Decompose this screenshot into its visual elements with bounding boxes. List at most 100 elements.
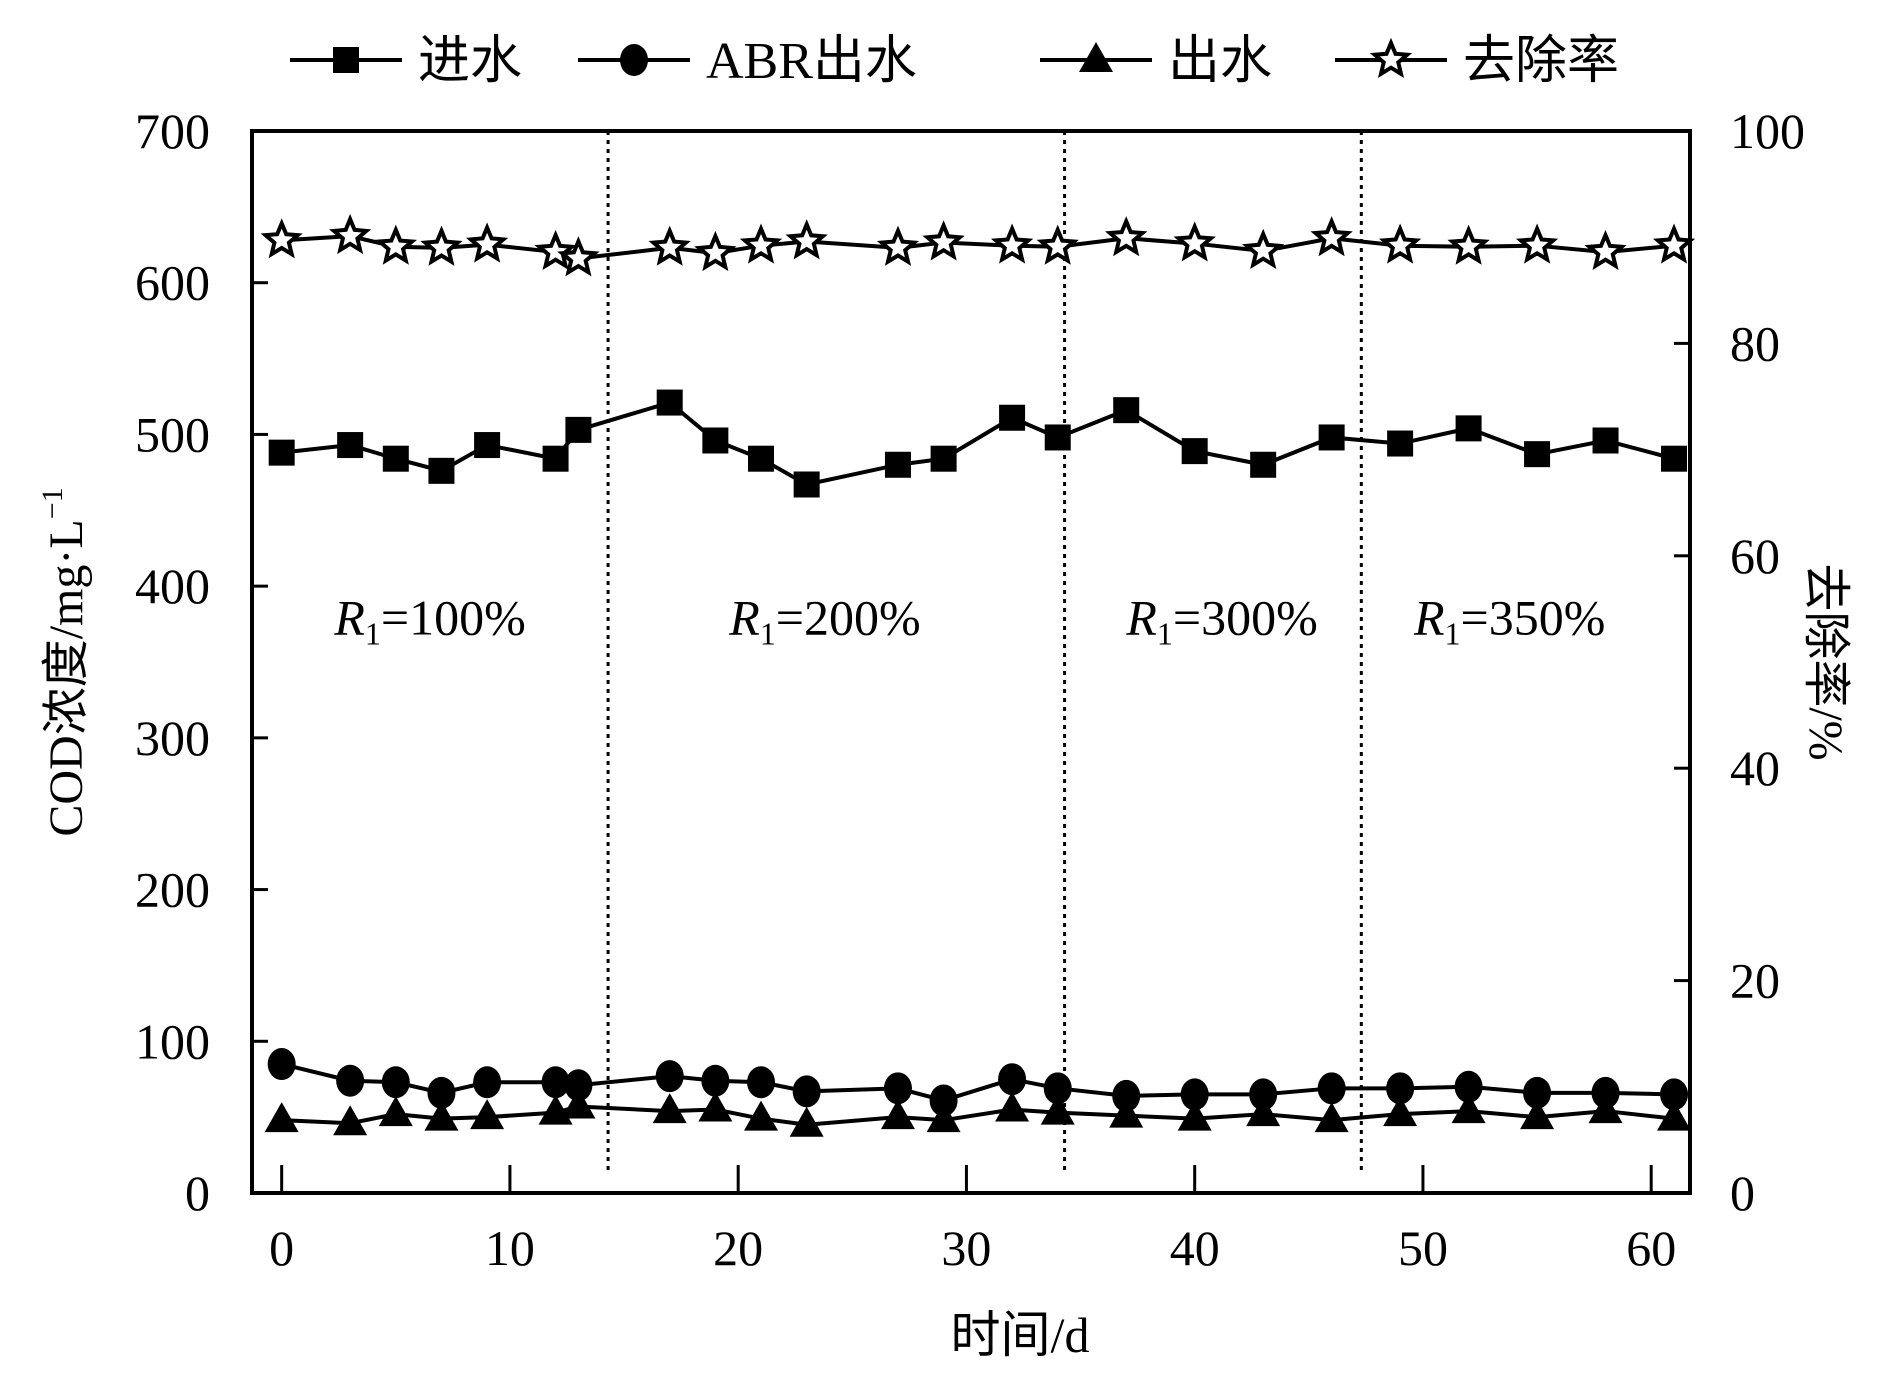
annotations: R1=100% R1=200% R1=300% R1=350% — [333, 589, 1605, 651]
data-point-star — [260, 218, 303, 259]
y-tick-label: 600 — [135, 255, 210, 311]
plot-frame — [250, 129, 1692, 1195]
phase-label-sub: 1 — [1445, 615, 1461, 651]
phase-label-sub: 1 — [760, 615, 776, 651]
data-point-square — [793, 471, 820, 498]
data-point-triangle — [1109, 1097, 1144, 1128]
x-tick-label: 60 — [1626, 1220, 1676, 1276]
data-point-star — [465, 222, 509, 263]
phase-label: R1=200% — [728, 589, 920, 651]
data-point-circle — [1523, 1076, 1552, 1109]
data-point-star — [876, 225, 920, 266]
data-point-square — [1113, 397, 1140, 424]
data-point-triangle — [1657, 1100, 1692, 1131]
legend-item-triangle: 出水 — [1040, 33, 1272, 90]
y-tick-label: 400 — [135, 558, 210, 614]
legend-label: 进水 — [418, 33, 522, 90]
data-point-star — [374, 224, 417, 265]
data-point-circle — [336, 1064, 365, 1097]
data-point-circle — [564, 1069, 593, 1102]
y2-axis-label: 去除率/% — [1799, 563, 1852, 760]
x-tick-label: 50 — [1398, 1220, 1448, 1276]
data-point-circle — [427, 1076, 456, 1109]
legend-item-circle: ABR出水 — [578, 33, 917, 90]
data-point-circle — [883, 1072, 912, 1105]
data-point-triangle — [652, 1093, 687, 1124]
data-point-square — [337, 432, 364, 459]
data-point-star — [1310, 216, 1353, 257]
y2-tick-label: 100 — [1730, 103, 1805, 159]
x-tick-label: 40 — [1170, 1220, 1220, 1276]
data-point-square — [1592, 427, 1619, 454]
phase-label: R1=350% — [1413, 589, 1605, 651]
legend-marker-circle — [620, 44, 648, 76]
data-point-star — [990, 223, 1034, 264]
data-point-star — [1584, 229, 1627, 271]
data-point-triangle — [333, 1105, 368, 1136]
data-point-triangle — [1451, 1093, 1486, 1124]
data-point-circle — [1249, 1078, 1278, 1111]
data-point-circle — [1317, 1072, 1346, 1105]
series-group — [260, 213, 1696, 1137]
data-point-circle — [1591, 1076, 1620, 1109]
y-tick-label: 200 — [135, 862, 210, 918]
data-point-circle — [998, 1063, 1027, 1096]
data-point-square — [999, 404, 1026, 431]
x-tick-label: 10 — [485, 1220, 535, 1276]
data-point-triangle — [264, 1102, 299, 1133]
x-tick-label: 0 — [269, 1220, 294, 1276]
data-point-square — [382, 445, 409, 472]
legend-item-star: 去除率 — [1335, 33, 1619, 90]
legend-marker-star — [1369, 37, 1413, 79]
data-point-star — [694, 230, 737, 272]
data-point-circle — [473, 1066, 502, 1099]
data-point-star — [785, 219, 828, 260]
data-point-triangle — [880, 1099, 915, 1130]
data-point-triangle — [789, 1106, 824, 1137]
x-tick-label: 30 — [941, 1220, 991, 1276]
phase-boundaries — [606, 131, 1363, 1173]
data-point-square — [930, 445, 957, 472]
data-point-star — [1173, 221, 1216, 262]
data-point-square — [884, 451, 911, 478]
data-point-star — [557, 236, 600, 277]
y2-tick-label: 80 — [1730, 315, 1780, 371]
y2-tick-label: 20 — [1730, 953, 1780, 1009]
data-point-circle — [655, 1060, 684, 1093]
phase-label-value: =100% — [381, 589, 526, 645]
y-tick-label: 500 — [135, 406, 210, 462]
data-point-square — [1661, 445, 1688, 472]
data-point-triangle — [698, 1091, 733, 1122]
y2-tick-label: 40 — [1730, 740, 1780, 796]
series-square — [268, 389, 1688, 498]
data-point-circle — [1660, 1078, 1689, 1111]
legend-label: 去除率 — [1463, 33, 1619, 90]
data-point-triangle — [1588, 1093, 1623, 1124]
y-axis-label-exponent: −1 — [36, 487, 69, 519]
data-point-square — [702, 427, 729, 454]
data-point-circle — [1180, 1078, 1209, 1111]
data-point-triangle — [470, 1099, 505, 1130]
phase-label-sub: 1 — [1157, 615, 1173, 651]
series-star — [260, 213, 1696, 277]
data-point-circle — [1043, 1072, 1072, 1105]
data-point-circle — [747, 1066, 776, 1099]
data-point-triangle — [995, 1091, 1030, 1122]
data-point-circle — [929, 1084, 958, 1117]
legend-label: ABR出水 — [706, 33, 917, 90]
phase-label-var: R — [1413, 589, 1445, 645]
data-point-triangle — [1383, 1096, 1418, 1127]
data-point-circle — [381, 1066, 410, 1099]
legend-marker-triangle — [1079, 42, 1113, 72]
y-axis-label-main: COD浓度/mg·L — [40, 519, 93, 836]
data-point-square — [748, 445, 775, 472]
x-tick-label: 20 — [713, 1220, 763, 1276]
data-point-square — [428, 457, 455, 484]
data-point-star — [1378, 223, 1422, 264]
x-axis-label: 时间/d — [951, 1307, 1090, 1363]
axes: 0 10 20 30 40 50 60010020030040050060070002040… — [135, 103, 1805, 1276]
data-point-star — [534, 229, 577, 271]
data-point-square — [565, 416, 592, 443]
data-point-square — [1250, 451, 1277, 478]
